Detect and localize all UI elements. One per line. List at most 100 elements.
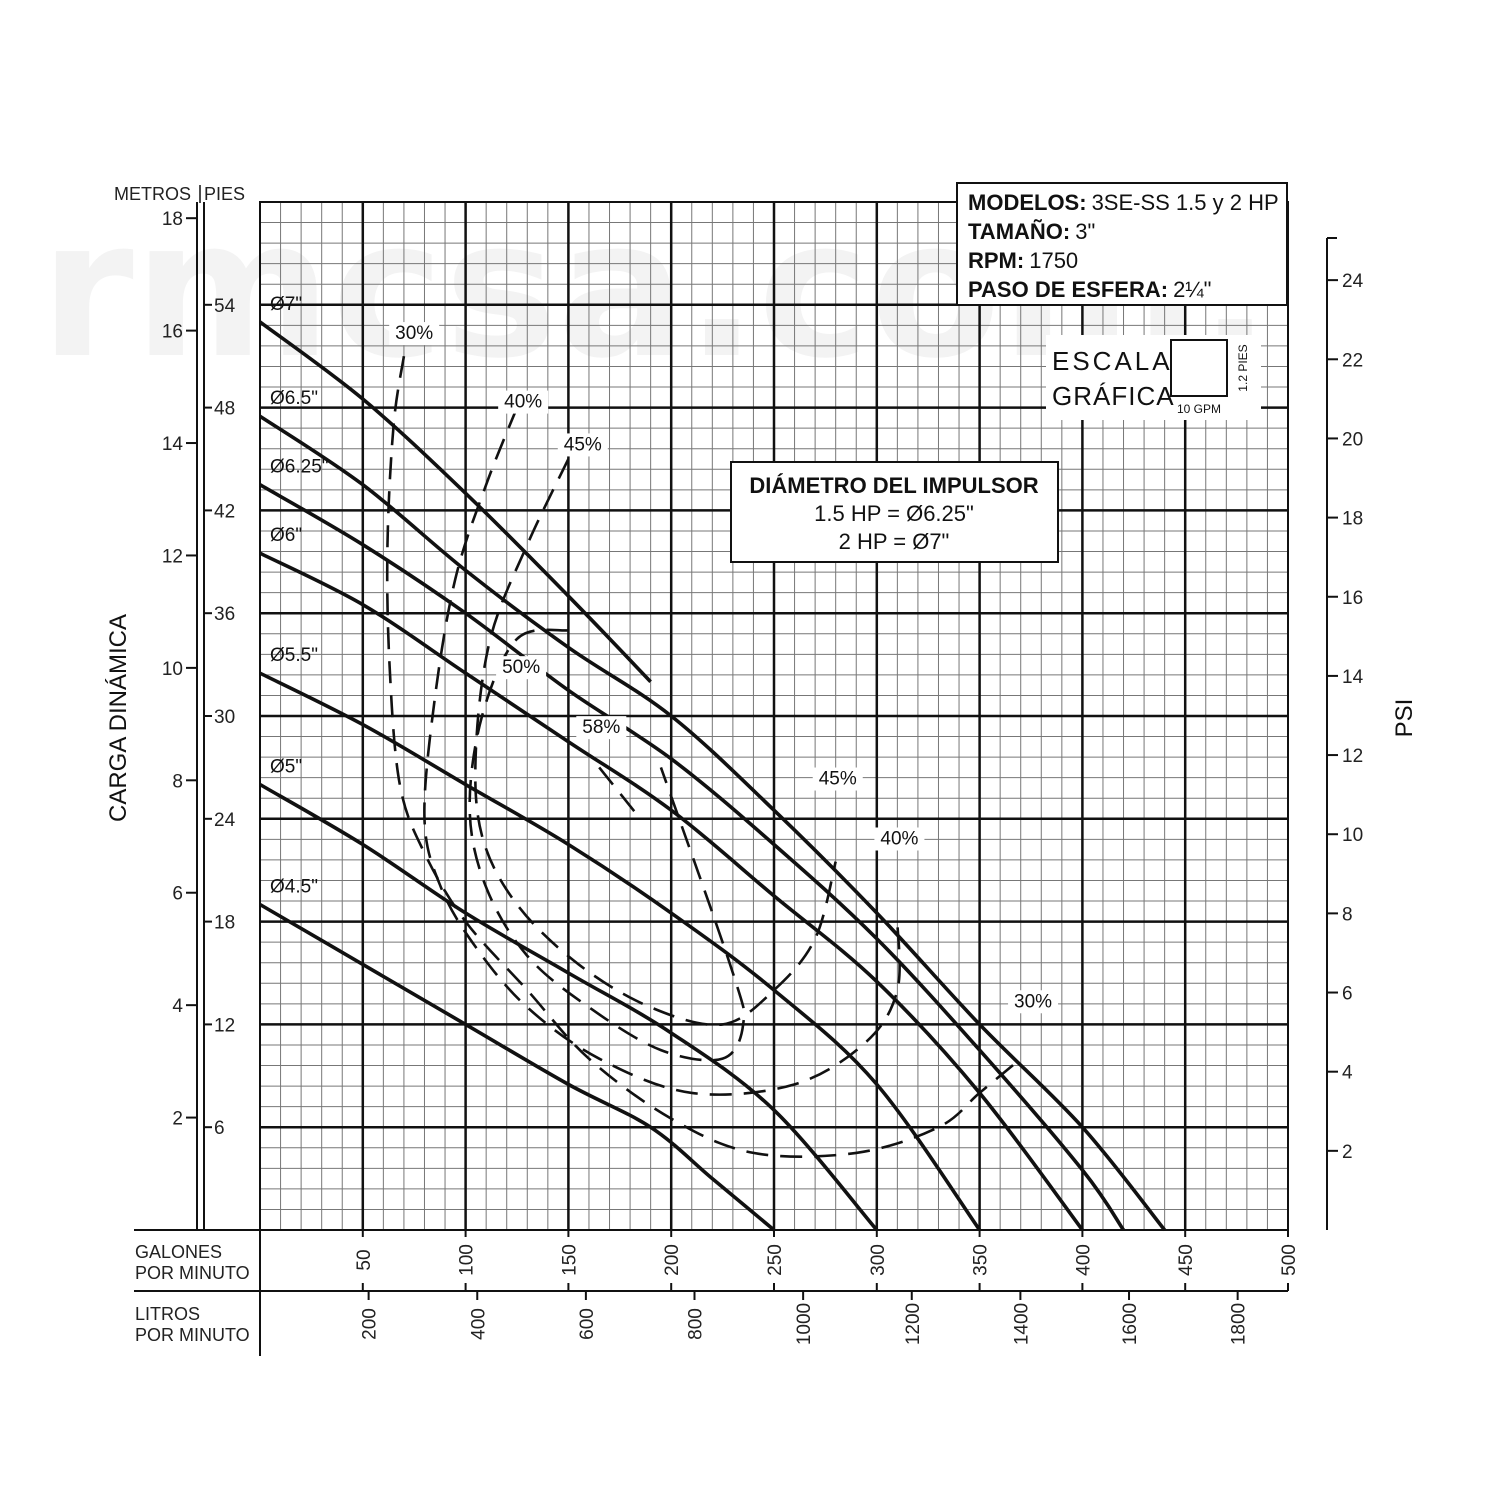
gpm-tick-bg xyxy=(1277,1237,1299,1283)
curve-4.5 xyxy=(259,902,776,1232)
impeller-line1: 1.5 HP = Ø6.25" xyxy=(814,501,974,526)
efficiency-label: 58% xyxy=(582,717,620,738)
efficiency-label: 40% xyxy=(504,392,542,413)
lpm-ticks: 200 400 600 800 1000 1200 1400 1600 1800 xyxy=(360,1291,1250,1345)
efficiency-contour xyxy=(474,458,837,1027)
impeller-diameter-box: DIÁMETRO DEL IMPULSOR 1.5 HP = Ø6.25" 2 … xyxy=(730,461,1059,563)
curve-5.5 xyxy=(259,671,982,1232)
gpm-tick-bg xyxy=(968,1237,991,1283)
curve-6.25 xyxy=(259,483,1126,1232)
lpm-tick-label: 1400 xyxy=(1011,1303,1032,1345)
lpm-tick-label: 1200 xyxy=(903,1303,924,1345)
lpm-tick-label: 400 xyxy=(468,1308,489,1340)
efficiency-contour xyxy=(385,356,1022,1158)
size-label: TAMAÑO: xyxy=(968,219,1070,244)
gpm-tick-bg xyxy=(557,1237,580,1283)
efficiency-label: 45% xyxy=(564,434,602,455)
feet-tick-label: 12 xyxy=(214,1015,235,1036)
scale-line2: GRÁFICA xyxy=(1052,381,1175,411)
efficiency-label-bg xyxy=(496,656,547,680)
gpm-tick-bg xyxy=(454,1237,477,1283)
lpm-label-line2: POR MINUTO xyxy=(135,1325,250,1345)
curve-label: Ø7" xyxy=(270,294,302,315)
feet-tick-label: 54 xyxy=(214,296,236,317)
efficiency-contour xyxy=(423,407,901,1096)
efficiency-label-bg xyxy=(874,827,925,851)
gpm-tick-bg xyxy=(865,1237,888,1283)
curve-label: Ø4.5" xyxy=(270,876,318,897)
efficiency-label-bg xyxy=(498,390,549,414)
gpm-label-line2: POR MINUTO xyxy=(135,1263,250,1283)
head-curves: Ø7" Ø6.5" Ø6.25" Ø6" Ø5.5" Ø5" Ø4.5" xyxy=(258,294,1167,1232)
efficiency-contour xyxy=(598,766,642,820)
efficiency-label-bg xyxy=(557,433,608,457)
impeller-line2: 2 HP = Ø7" xyxy=(839,529,950,554)
y-axis-title-right: PSI xyxy=(1391,699,1418,738)
gpm-tick-label: 350 xyxy=(971,1244,992,1276)
gpm-tick-bg xyxy=(1071,1237,1094,1283)
meter-tick-label: 4 xyxy=(172,996,183,1017)
graphic-scale: ESCALA GRÁFICA 1.2 PIES 10 GPM xyxy=(1046,335,1261,420)
gpm-tick-bg xyxy=(351,1237,374,1283)
efficiency-label-bg xyxy=(389,322,440,346)
efficiency-labels: 30% 40% 45% 50% 58% 45% 40% 30% xyxy=(389,322,1059,1014)
feet-ticks: 6 12 18 24 30 36 42 48 54 xyxy=(204,296,236,1139)
gpm-label-line1: GALONES xyxy=(135,1242,222,1262)
meter-tick-label: 10 xyxy=(162,659,183,680)
curve-7 xyxy=(258,320,652,683)
efficiency-label: 50% xyxy=(502,657,540,678)
meter-tick-label: 16 xyxy=(162,322,183,343)
gpm-tick-label: 300 xyxy=(868,1244,889,1276)
meter-tick-label: 2 xyxy=(172,1109,183,1130)
meter-tick-label: 12 xyxy=(162,546,183,567)
efficiency-label: 30% xyxy=(395,323,433,344)
feet-tick-label: 36 xyxy=(214,604,235,625)
efficiency-label: 45% xyxy=(819,769,857,790)
efficiency-label-bg xyxy=(576,716,627,740)
curve-5 xyxy=(259,782,879,1232)
lpm-label-line1: LITROS xyxy=(135,1304,200,1324)
ball-label: PASO DE ESFERA: xyxy=(968,277,1168,302)
efficiency-label-bg xyxy=(812,767,863,791)
psi-tick-label: 6 xyxy=(1342,984,1353,1005)
rpm-label: RPM: xyxy=(968,248,1024,273)
svg-text:TAMAÑO:3": TAMAÑO: 3" xyxy=(968,219,1095,244)
gpm-ticks: 50 100 150 200 250 300 350 400 450 500 xyxy=(351,1230,1300,1291)
impeller-title: DIÁMETRO DEL IMPULSOR xyxy=(749,473,1038,498)
meter-ticks: 2 4 6 8 10 12 14 16 18 xyxy=(162,209,197,1130)
psi-tick-label: 22 xyxy=(1342,350,1363,371)
psi-tick-label: 12 xyxy=(1342,746,1363,767)
y-axis-title-left: CARGA DINÁMICA xyxy=(105,614,132,822)
curve-label: Ø6.25" xyxy=(270,457,329,478)
meter-tick-label: 14 xyxy=(162,434,184,455)
lpm-tick-label: 1000 xyxy=(794,1303,815,1345)
psi-tick-label: 18 xyxy=(1342,509,1363,530)
svg-text:RPM:1750: RPM: 1750 xyxy=(968,248,1078,273)
lpm-tick-label: 1800 xyxy=(1229,1303,1250,1345)
metros-label: METROS xyxy=(114,184,191,204)
gpm-tick-label: 200 xyxy=(662,1244,683,1276)
efficiency-label: 40% xyxy=(880,829,918,850)
curve-label: Ø6" xyxy=(270,525,302,546)
gpm-tick-label: 450 xyxy=(1176,1244,1197,1276)
scale-horizontal-label: 10 GPM xyxy=(1177,402,1221,416)
lpm-tick-label: 800 xyxy=(686,1308,707,1340)
gpm-tick-label: 150 xyxy=(559,1244,580,1276)
feet-tick-label: 18 xyxy=(214,913,235,934)
rpm-value: 1750 xyxy=(1029,248,1078,273)
lpm-tick-label: 600 xyxy=(577,1308,598,1340)
pies-label: PIES xyxy=(204,184,245,204)
models-label: MODELOS: xyxy=(968,190,1087,215)
feet-tick-label: 48 xyxy=(214,399,235,420)
curve-6 xyxy=(259,551,1084,1232)
psi-tick-label: 4 xyxy=(1342,1063,1353,1084)
psi-tick-label: 10 xyxy=(1342,825,1363,846)
gpm-tick-label: 250 xyxy=(765,1244,786,1276)
meter-tick-label: 8 xyxy=(172,771,183,792)
feet-tick-label: 6 xyxy=(214,1118,225,1139)
efficiency-contour xyxy=(468,628,746,1062)
gpm-tick-bg xyxy=(1174,1237,1197,1283)
feet-tick-label: 42 xyxy=(214,501,235,522)
curve-label: Ø6.5" xyxy=(270,388,318,409)
